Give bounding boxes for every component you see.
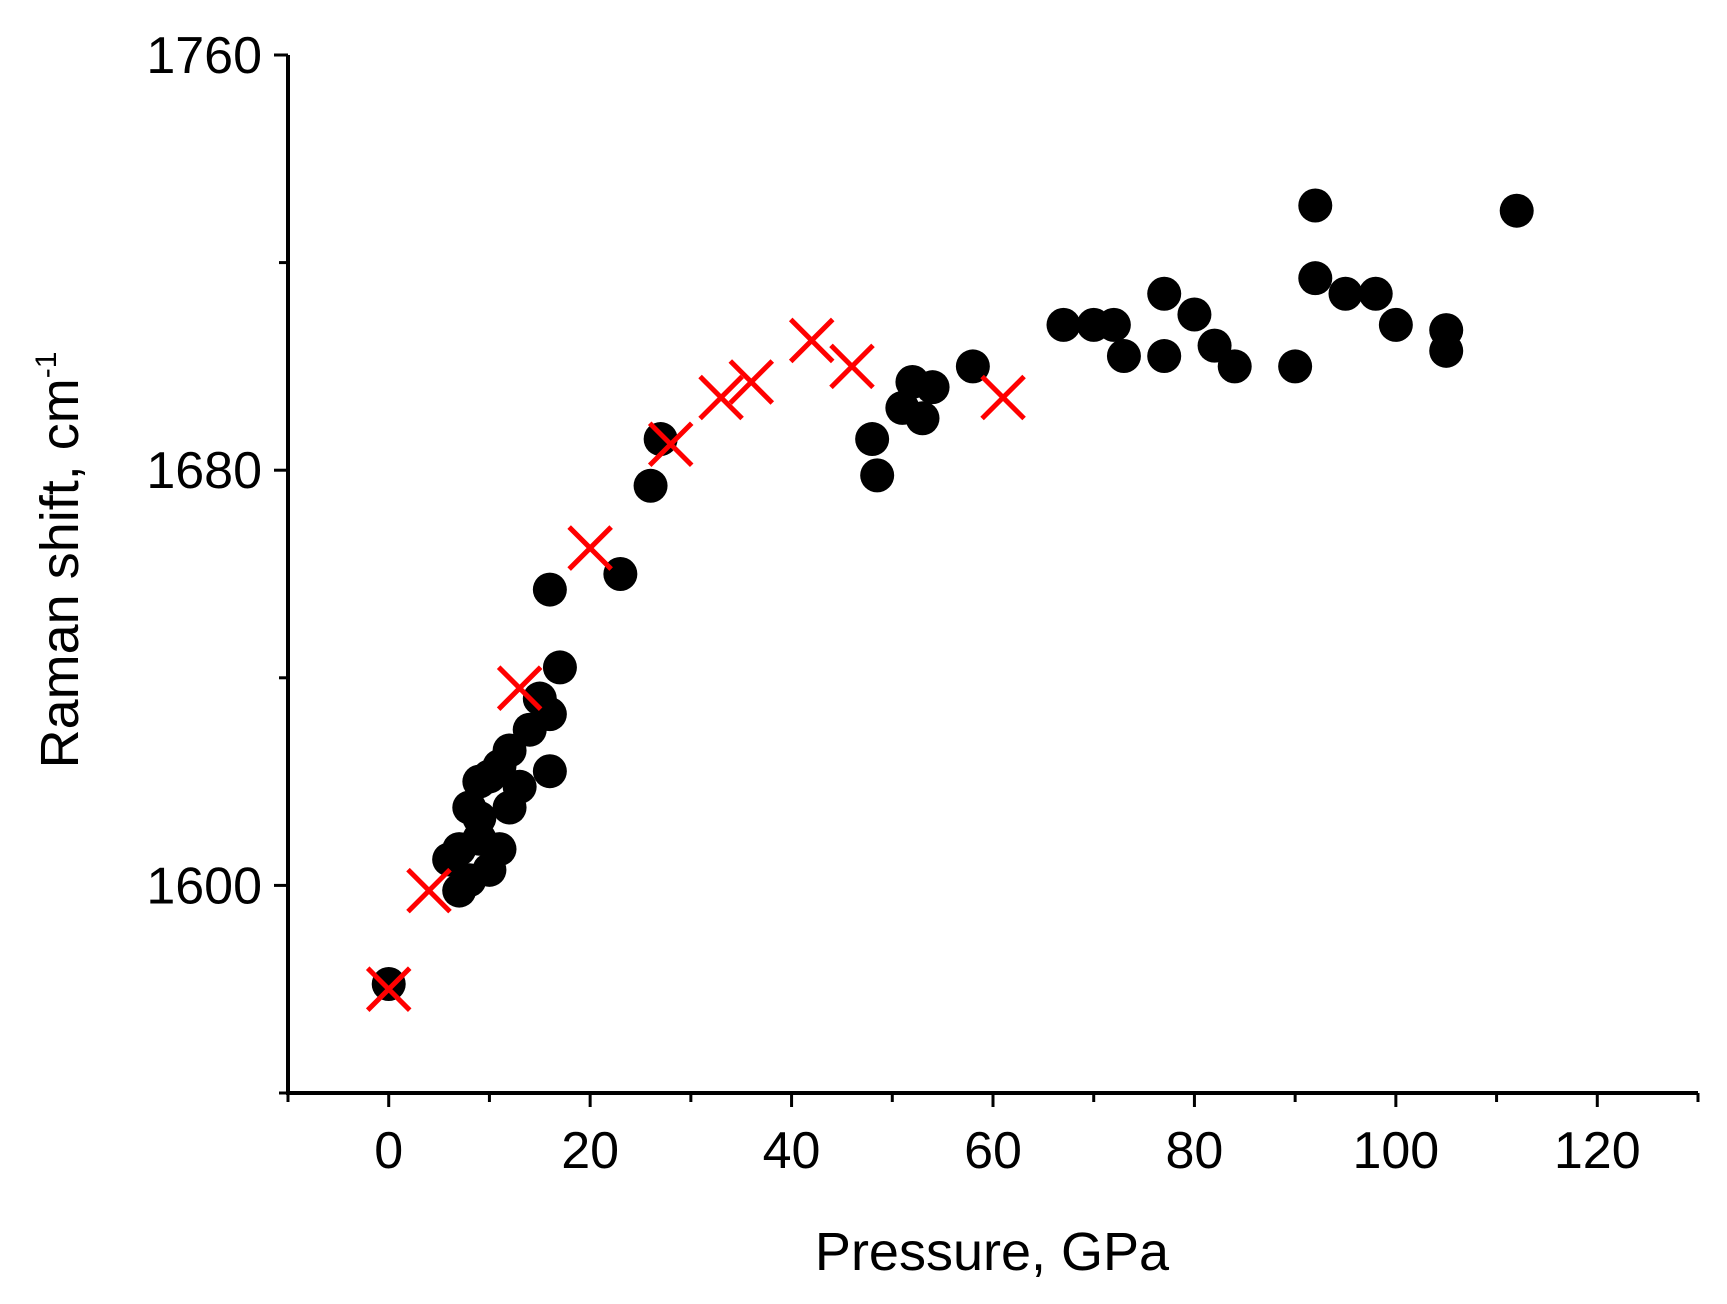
data-point-circle [905, 401, 940, 436]
data-point-cross [980, 374, 1026, 421]
data-point-cross [365, 966, 412, 1012]
x-tick-label: 120 [1554, 1122, 1641, 1180]
data-point-cross [788, 317, 835, 364]
data-point-circle [1429, 333, 1464, 368]
data-point-circle [955, 349, 990, 384]
data-point-cross [647, 421, 694, 468]
data-point-circle [1328, 276, 1363, 311]
x-tick-label: 60 [964, 1122, 1022, 1180]
data-point-circle [1298, 188, 1333, 223]
y-axis-title: Raman shift, cm-1 [30, 352, 90, 769]
data-points [365, 188, 1534, 1012]
x-tick-label: 0 [374, 1122, 403, 1180]
data-point-circle [915, 370, 950, 405]
y-tick-label: 1680 [146, 442, 262, 500]
x-tick-label: 80 [1166, 1122, 1224, 1180]
data-point-circle [462, 800, 497, 835]
data-point-circle [532, 754, 567, 789]
data-point-circle [1278, 349, 1313, 384]
data-point-circle [542, 650, 577, 685]
data-point-circle [1147, 339, 1182, 374]
data-point-circle [633, 468, 668, 503]
series-cross-markers [365, 317, 1026, 1012]
data-point-circle [482, 832, 517, 867]
data-point-cross [728, 359, 775, 405]
data-point-cross [496, 665, 543, 711]
data-point-circle [1217, 349, 1252, 384]
data-point-circle [1147, 276, 1182, 311]
data-point-circle [532, 572, 567, 607]
data-point-circle [1177, 297, 1212, 332]
data-point-cross [829, 343, 875, 390]
data-point-circle [855, 422, 890, 457]
axes [286, 55, 1698, 1095]
series-circle-markers [371, 188, 1534, 1002]
data-point-cross [567, 525, 613, 571]
data-point-circle [1499, 193, 1534, 228]
x-axis-title: Pressure, GPa [815, 1222, 1170, 1282]
x-tick-label: 20 [561, 1122, 619, 1180]
data-point-circle [532, 697, 567, 732]
axis-titles: Pressure, GPa Raman shift, cm-1 [30, 352, 1170, 1282]
data-point-circle [1106, 339, 1141, 374]
y-tick-label: 1600 [146, 857, 262, 915]
x-tick-label: 100 [1352, 1122, 1439, 1180]
data-point-circle [603, 557, 638, 591]
data-point-cross [406, 867, 452, 914]
data-point-circle [1046, 307, 1081, 342]
data-point-circle [502, 769, 537, 804]
x-tick-label: 40 [763, 1122, 821, 1180]
data-point-circle [371, 967, 406, 1002]
y-axis-title-superscript: -1 [30, 352, 63, 379]
ticks [274, 53, 1700, 1107]
data-point-circle [1358, 276, 1393, 311]
data-point-circle [860, 458, 895, 493]
data-point-cross [698, 374, 744, 421]
y-tick-label: 1760 [146, 27, 262, 85]
tick-labels: 0 20 40 60 80 100 120 1600 1680 1760 [146, 27, 1640, 1180]
data-point-circle [1298, 261, 1333, 296]
data-point-circle [1378, 307, 1413, 342]
data-point-circle [1096, 307, 1131, 342]
y-axis-title-main: Raman shift, cm [30, 378, 90, 768]
